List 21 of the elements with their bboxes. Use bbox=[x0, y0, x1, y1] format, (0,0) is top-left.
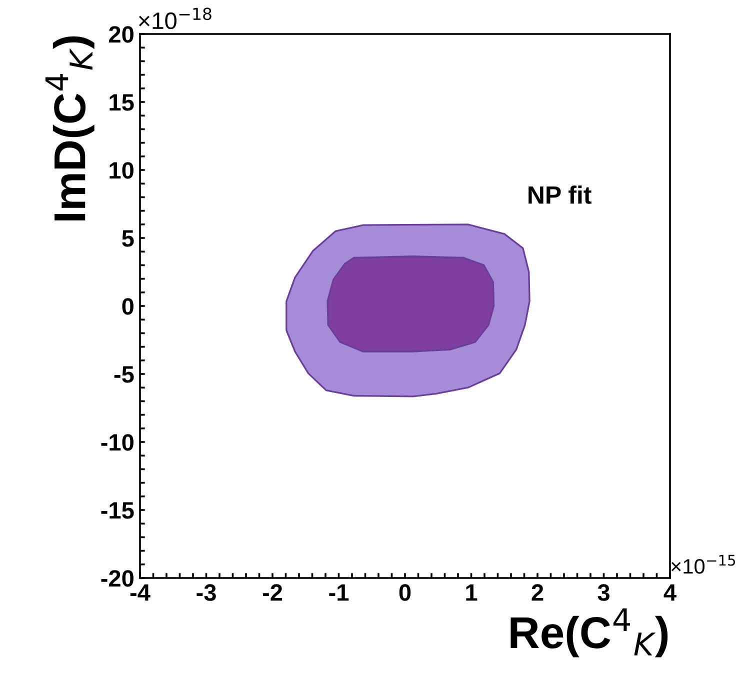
x-tick-label: -1 bbox=[329, 584, 349, 601]
y-tick-label: -10 bbox=[101, 434, 134, 451]
text: ×10$^{−15}$ bbox=[671, 554, 736, 574]
text: ×10$^{−18}$ bbox=[138, 8, 212, 30]
y-tick-label: 5 bbox=[122, 230, 134, 247]
x-tick-label: 4 bbox=[664, 584, 676, 601]
x-tick-label: 2 bbox=[532, 584, 544, 601]
y-tick-label: 20 bbox=[109, 26, 134, 43]
x-tick-label: -3 bbox=[196, 584, 216, 601]
y-tick-label: 0 bbox=[122, 298, 134, 315]
annotation: NP fit bbox=[528, 186, 592, 204]
y-tick-label: -15 bbox=[101, 502, 134, 519]
y-tick-label: 15 bbox=[110, 94, 134, 111]
x-axis-title: Re(C$^{4}$$_{K}$) bbox=[510, 608, 668, 658]
y-axis-title: ImD(C$^{4}$$_{K}$) bbox=[45, 36, 94, 220]
x-tick-label: 3 bbox=[598, 584, 610, 601]
x-tick-label: -2 bbox=[262, 584, 282, 601]
y-tick-label: -5 bbox=[114, 366, 134, 383]
x-tick-label: 0 bbox=[399, 584, 411, 601]
x-tick-label: 1 bbox=[466, 584, 478, 601]
y-tick-label: 10 bbox=[110, 162, 134, 179]
